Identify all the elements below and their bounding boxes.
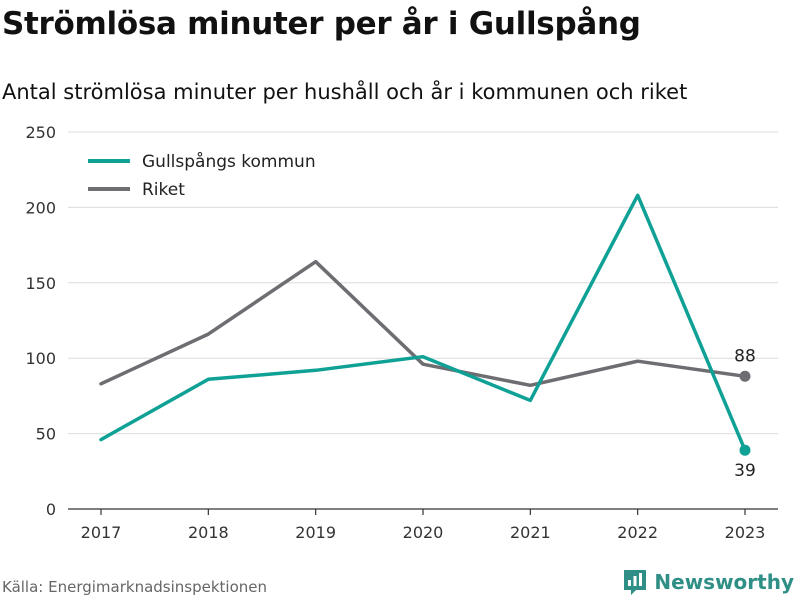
legend-label: Gullspångs kommun (142, 151, 316, 172)
end-point-marker (739, 370, 751, 382)
x-tick-label: 2023 (725, 523, 766, 542)
end-data-label: 39 (734, 461, 756, 481)
y-tick-label: 200 (25, 198, 56, 217)
series-line (99, 259, 747, 388)
y-tick-label: 150 (25, 274, 56, 293)
end-point-marker (739, 444, 751, 456)
x-tick-label: 2022 (617, 523, 658, 542)
brand-name: Newsworthy (654, 570, 794, 594)
newsworthy-logo-icon (624, 570, 647, 595)
brand: Newsworthy (622, 568, 794, 596)
source-note: Källa: Energimarknadsinspektionen (2, 578, 268, 596)
x-tick-label: 2018 (188, 523, 229, 542)
x-tick-label: 2019 (295, 523, 336, 542)
chart-subtitle: Antal strömlösa minuter per hushåll och … (2, 80, 688, 104)
y-tick-label: 100 (25, 349, 56, 368)
x-tick-label: 2017 (81, 523, 122, 542)
x-tick-label: 2021 (510, 523, 551, 542)
chart-title: Strömlösa minuter per år i Gullspång (2, 6, 641, 42)
x-tick-label: 2020 (403, 523, 444, 542)
y-tick-label: 0 (46, 500, 56, 519)
y-tick-label: 250 (25, 123, 56, 142)
y-tick-label: 50 (36, 425, 56, 444)
legend-label: Riket (142, 180, 185, 200)
series-line (99, 193, 747, 452)
end-data-label: 88 (734, 346, 756, 366)
